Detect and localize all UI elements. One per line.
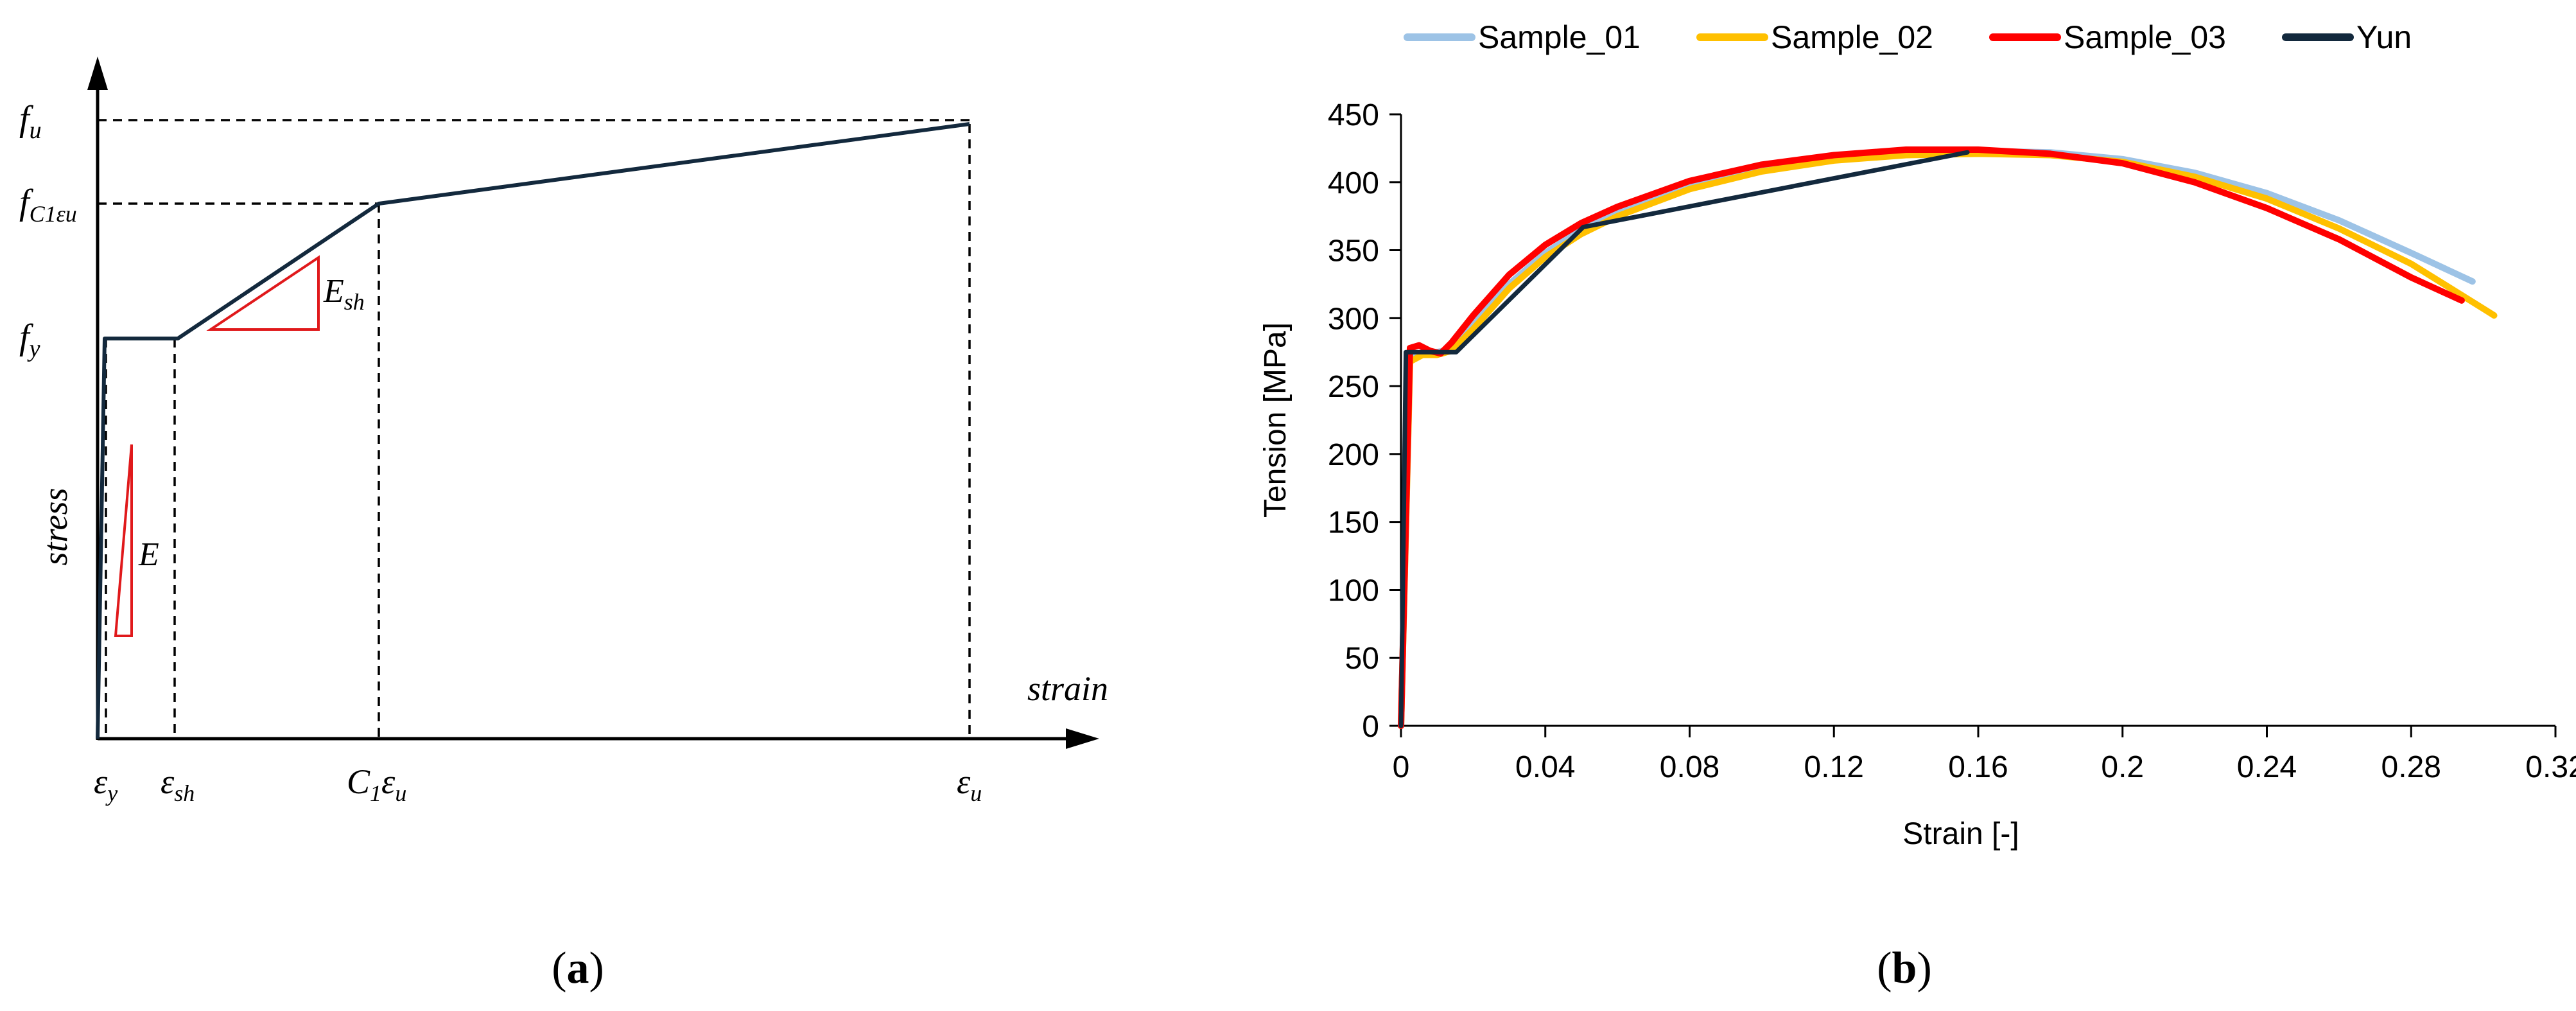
panel-a-y-axis-title: stress	[36, 488, 74, 565]
x-tick-label: 0.12	[1804, 750, 1864, 784]
label-e: E	[138, 536, 159, 573]
x-tick-label: 0.08	[1660, 750, 1719, 784]
x-tick-label: 0.16	[1948, 750, 2008, 784]
y-tick-label: 450	[1328, 98, 1379, 132]
legend: Sample_01 Sample_02 Sample_03 Yun	[1404, 19, 2412, 55]
panel-a-x-axis-title: strain	[1027, 669, 1108, 708]
panel-b-x-ticks: 0 0.04 0.08 0.12 0.16 0.2 0.24 0.28 0.32	[1393, 726, 2576, 784]
label-esh-strain: εsh	[161, 762, 195, 806]
x-tick-label: 0.2	[2101, 750, 2144, 784]
label-eu: εu	[957, 762, 982, 806]
y-tick-label: 400	[1328, 166, 1379, 200]
panel-a-x-arrowhead	[1066, 728, 1099, 749]
label-esh: Esh	[323, 273, 365, 315]
panel-a-chart: fu fC1εu fy Esh E stress strain εy εsh C…	[19, 57, 1108, 806]
panel-b-series	[1398, 146, 2498, 729]
x-tick-label: 0.24	[2237, 750, 2297, 784]
legend-label-sample-01: Sample_01	[1478, 19, 1640, 55]
hardening-slope-triangle	[206, 255, 320, 331]
y-tick-label: 250	[1328, 370, 1379, 404]
x-tick-label: 0.28	[2381, 750, 2441, 784]
panel-b-y-ticks: 0 50 100 150 200 250 300 350 400 450	[1328, 98, 1401, 744]
y-tick-label: 150	[1328, 506, 1379, 540]
panel-b-chart: Sample_01 Sample_02 Sample_03 Yun 0 50 100 150…	[1258, 19, 2576, 851]
series-line-yun	[1398, 150, 1970, 728]
x-tick-label: 0	[1393, 750, 1410, 784]
panel-b-caption: (b)	[1877, 944, 1932, 993]
x-tick-label: 0.04	[1515, 750, 1575, 784]
elastic-slope-triangle	[114, 444, 133, 637]
y-tick-label: 0	[1362, 710, 1379, 744]
panel-b-x-axis-title: Strain [-]	[1902, 817, 2019, 851]
label-fy: fy	[19, 317, 40, 362]
legend-label-yun: Yun	[2356, 19, 2412, 55]
label-ey: εy	[94, 762, 117, 806]
legend-label-sample-02: Sample_02	[1771, 19, 1933, 55]
legend-label-sample-03: Sample_03	[2064, 19, 2226, 55]
y-tick-label: 100	[1328, 574, 1379, 608]
panel-a-y-arrowhead	[87, 57, 108, 90]
panel-b-y-axis-title: Tension [MPa]	[1258, 322, 1292, 518]
panel-a-caption: (a)	[552, 944, 604, 993]
y-tick-label: 200	[1328, 438, 1379, 472]
schematic-curve	[96, 122, 970, 739]
x-tick-label: 0.32	[2525, 750, 2576, 784]
label-c1eu: C1εu	[347, 762, 406, 806]
y-tick-label: 300	[1328, 302, 1379, 336]
y-tick-label: 350	[1328, 234, 1379, 268]
y-tick-label: 50	[1345, 642, 1379, 676]
